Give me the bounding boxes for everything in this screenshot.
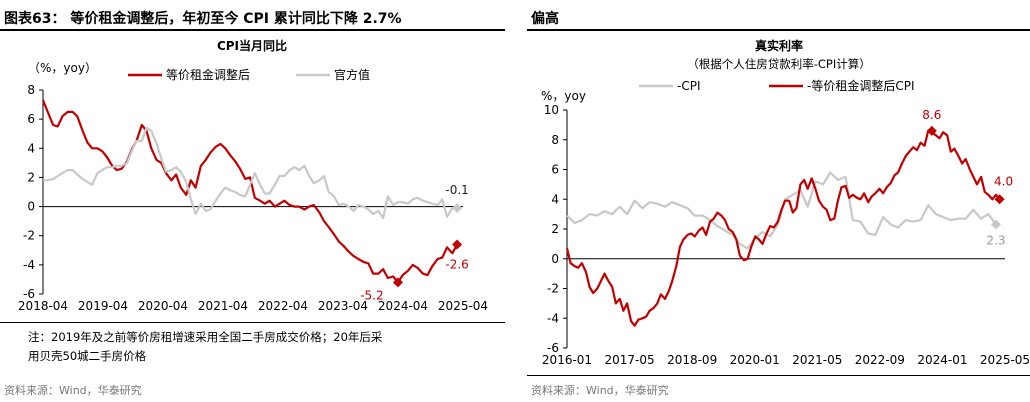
- series-line-1: [565, 129, 1001, 327]
- x-tick-label: 2016-01: [542, 353, 592, 367]
- series-line-0: [41, 99, 459, 284]
- y-tick-label: -6: [547, 341, 559, 355]
- source-divider: [527, 375, 1030, 376]
- legend-label-cpi: -CPI: [677, 79, 700, 93]
- marker-diamond: [926, 125, 937, 136]
- source-text: 资料来源：Wind，华泰研究: [4, 384, 142, 397]
- x-tick-label: 2021-04: [198, 299, 248, 313]
- marker-diamond: [994, 194, 1005, 205]
- y-tick-label: 8: [551, 133, 559, 147]
- legend: -CPI -等价租金调整后CPI: [639, 78, 915, 93]
- note-divider: [0, 322, 505, 323]
- data-label: -0.1: [445, 183, 468, 197]
- x-tick-label: 2025-05: [980, 353, 1030, 367]
- y-tick-label: 6: [27, 112, 35, 126]
- y-tick-label: -6: [23, 287, 35, 301]
- marker-diamond: [990, 219, 1001, 230]
- y-tick-label: 2: [27, 170, 35, 184]
- real-rate-chart: 真实利率 （根据个人住房贷款利率-CPI计算） %，yoy -CPI -等价租金…: [541, 38, 1030, 367]
- figure-title: 图表63： 等价租金调整后，年初至今 CPI 累计同比下降 2.7%: [4, 11, 402, 27]
- data-label: 4.0: [994, 174, 1013, 188]
- figure-title: 偏高: [531, 11, 559, 27]
- legend-label-adjusted: -等价租金调整后CPI: [807, 78, 915, 93]
- legend: 等价租金调整后 官方值: [128, 67, 370, 82]
- x-tick-label: 2023-04: [318, 299, 368, 313]
- right-figure-panel: 偏高 真实利率 （根据个人住房贷款利率-CPI计算） %，yoy -CPI -等…: [527, 0, 1030, 402]
- title-divider: [527, 29, 1030, 31]
- y-tick-label: 6: [551, 163, 559, 177]
- legend-label-adjusted: 等价租金调整后: [166, 67, 250, 82]
- legend-label-official: 官方值: [334, 67, 370, 82]
- y-axis-label: （%，yoy）: [28, 61, 97, 75]
- chart-title: CPI当月同比: [217, 38, 287, 53]
- y-tick-label: 8: [27, 83, 35, 97]
- chart-title: 真实利率: [755, 38, 803, 53]
- y-tick-label: 0: [27, 200, 35, 214]
- marker-diamond: [392, 277, 403, 288]
- x-tick-label: 2021-05: [792, 353, 842, 367]
- title-divider: [0, 29, 505, 31]
- x-tick-label: 2025-04: [438, 299, 488, 313]
- x-tick-label: 2022-04: [258, 299, 308, 313]
- y-tick-label: 10: [544, 103, 559, 117]
- chart-subtitle: （根据个人住房贷款利率-CPI计算）: [687, 57, 871, 71]
- x-tick-label: 2020-04: [138, 299, 188, 313]
- y-tick-label: -4: [23, 258, 35, 272]
- data-label: 2.3: [986, 234, 1005, 248]
- y-tick-label: 4: [27, 141, 35, 155]
- x-tick-label: 2018-04: [18, 299, 68, 313]
- y-tick-label: -2: [23, 229, 35, 243]
- marker-diamond: [452, 239, 463, 250]
- x-tick-label: 2022-09: [855, 353, 905, 367]
- left-figure-panel: 图表63： 等价租金调整后，年初至今 CPI 累计同比下降 2.7% CPI当月…: [0, 0, 505, 402]
- y-tick-label: -2: [547, 282, 559, 296]
- x-tick-label: 2024-01: [917, 353, 967, 367]
- y-tick-label: -4: [547, 311, 559, 325]
- note-line-2: 用贝壳50城二手房价格: [28, 349, 147, 363]
- source-text: 资料来源：Wind，华泰研究: [531, 384, 669, 397]
- x-tick-label: 2020-01: [730, 353, 780, 367]
- series-line-1: [43, 126, 458, 220]
- x-tick-label: 2018-09: [667, 353, 717, 367]
- data-label: 8.6: [922, 108, 941, 122]
- data-label: -5.2: [360, 288, 383, 302]
- marker-diamond: [452, 203, 463, 214]
- chart-note: 注：2019年及之前等价房租增速采用全国二手房成交价格；20年后采 用贝壳50城…: [28, 328, 382, 366]
- y-tick-label: 2: [551, 222, 559, 236]
- cpi-yoy-chart: CPI当月同比 （%，yoy） 等价租金调整后 官方值 -6 -4 -2 0 2 4 6 8 2…: [18, 38, 488, 313]
- y-axis-label: %，yoy: [541, 89, 586, 103]
- note-line-1: 注：2019年及之前等价房租增速采用全国二手房成交价格；20年后采: [28, 330, 383, 344]
- data-label: -2.6: [445, 257, 468, 271]
- y-tick-label: 4: [551, 192, 559, 206]
- x-tick-label: 2024-04: [378, 299, 428, 313]
- x-tick-label: 2019-04: [78, 299, 128, 313]
- x-tick-label: 2017-05: [605, 353, 655, 367]
- y-tick-label: 0: [551, 252, 559, 266]
